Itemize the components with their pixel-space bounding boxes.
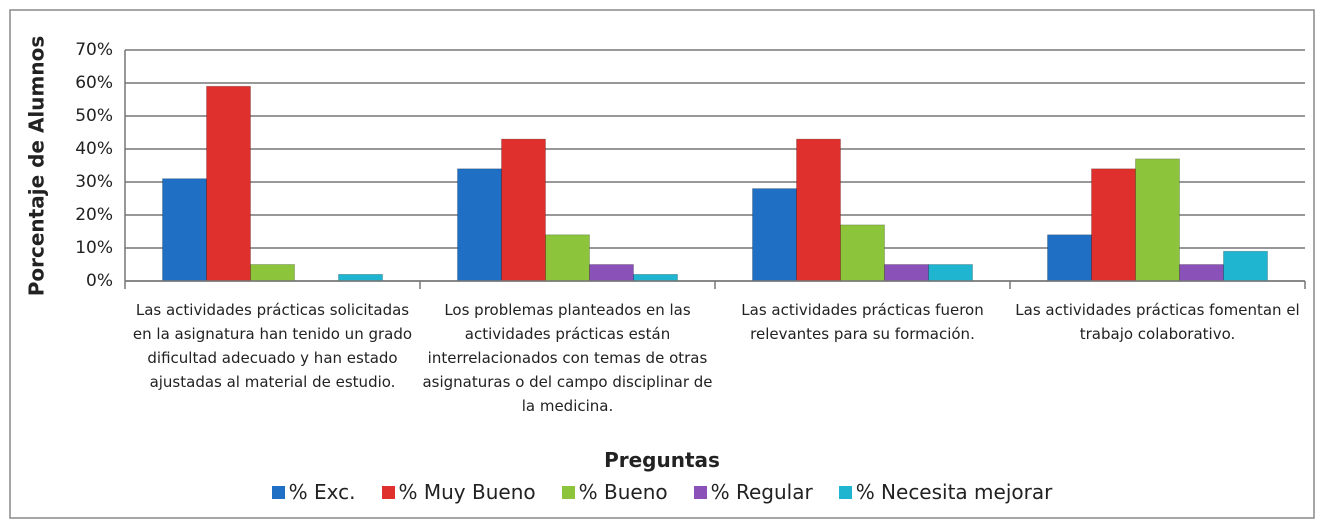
bar <box>633 273 678 282</box>
bar <box>752 188 797 282</box>
legend-label: % Regular <box>710 480 813 504</box>
bar <box>1223 250 1268 282</box>
legend-swatch <box>381 485 395 499</box>
legend-item: % Regular <box>693 480 813 504</box>
legend-item: % Necesita mejorar <box>838 480 1053 504</box>
legend-item: % Muy Bueno <box>381 480 536 504</box>
bar <box>250 264 295 282</box>
legend: % Exc. % Muy Bueno % Bueno % Regular % Neces… <box>0 480 1324 504</box>
y-tick-label: 0% <box>86 271 113 291</box>
y-tick-label: 70% <box>75 40 113 60</box>
bar <box>206 85 251 282</box>
bar <box>1047 234 1092 282</box>
bar <box>338 273 383 282</box>
bar <box>1179 264 1224 282</box>
x-tick-label: Las actividades prácticas fueron relevan… <box>741 301 984 343</box>
legend-label: % Bueno <box>578 480 668 504</box>
y-tick-label: 40% <box>75 139 113 159</box>
y-axis-title: Porcentaje de Alumnos <box>25 36 49 297</box>
bar <box>545 234 590 282</box>
y-tick-label: 50% <box>75 106 113 126</box>
x-tick-label: Los problemas planteados en las activida… <box>422 301 713 415</box>
bar <box>501 138 546 282</box>
y-tick-label: 10% <box>75 238 113 258</box>
y-tick-label: 30% <box>75 172 113 192</box>
bar <box>928 264 973 282</box>
x-tick-label: Las actividades prácticas solicitadas en… <box>132 301 413 391</box>
bar <box>457 168 502 282</box>
legend-label: % Necesita mejorar <box>855 480 1053 504</box>
legend-swatch <box>271 485 285 499</box>
x-axis-title: Preguntas <box>604 448 720 472</box>
bar <box>162 178 207 282</box>
legend-item: % Exc. <box>271 480 356 504</box>
y-tick-label: 20% <box>75 205 113 225</box>
bar <box>796 138 841 282</box>
legend-label: % Exc. <box>288 480 356 504</box>
bar <box>884 264 929 282</box>
x-tick-label: Las actividades prácticas fomentan el tr… <box>1015 301 1300 343</box>
y-tick-label: 60% <box>75 73 113 93</box>
legend-item: % Bueno <box>561 480 668 504</box>
legend-swatch <box>693 485 707 499</box>
legend-swatch <box>838 485 852 499</box>
bar <box>589 264 634 282</box>
legend-label: % Muy Bueno <box>398 480 536 504</box>
bar <box>1091 168 1136 282</box>
bar <box>840 224 885 282</box>
legend-swatch <box>561 485 575 499</box>
frame <box>9 9 1315 519</box>
bar <box>1135 158 1180 282</box>
